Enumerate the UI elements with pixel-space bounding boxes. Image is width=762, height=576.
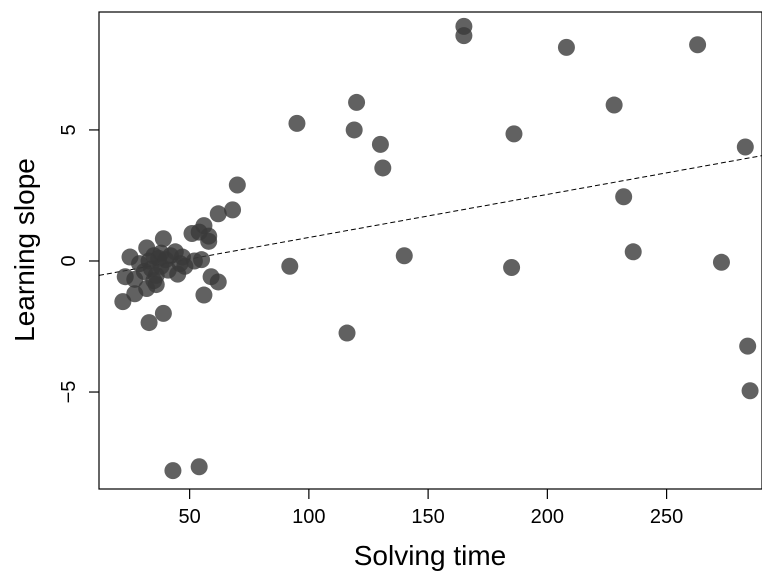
data-point xyxy=(395,247,413,265)
data-point xyxy=(348,93,366,111)
data-point xyxy=(195,286,213,304)
data-point xyxy=(739,337,757,355)
data-point xyxy=(147,276,165,294)
data-point xyxy=(605,96,623,114)
data-point xyxy=(505,125,523,143)
data-point xyxy=(624,243,642,261)
data-point xyxy=(209,205,227,223)
data-point xyxy=(741,382,759,400)
x-tick-label: 50 xyxy=(179,506,201,528)
data-point xyxy=(190,458,208,476)
data-point xyxy=(164,462,182,480)
y-tick-label: 5 xyxy=(58,124,80,135)
data-point xyxy=(712,253,730,271)
data-point xyxy=(154,230,172,248)
data-point xyxy=(455,17,473,35)
data-point xyxy=(193,251,211,269)
trend-layer xyxy=(98,155,762,276)
data-point xyxy=(371,135,389,153)
data-point xyxy=(140,314,158,332)
data-point xyxy=(200,232,218,250)
data-point xyxy=(345,121,363,139)
data-point xyxy=(615,188,633,206)
trend-line xyxy=(98,155,762,276)
data-point xyxy=(338,324,356,342)
y-tick-label: −5 xyxy=(58,381,80,404)
data-point xyxy=(154,304,172,322)
x-axis-title: Solving time xyxy=(354,540,507,571)
plot-frame xyxy=(98,11,762,490)
data-point xyxy=(281,257,299,275)
points-layer xyxy=(114,17,759,480)
x-tick-label: 250 xyxy=(650,506,683,528)
x-tick-label: 100 xyxy=(292,506,325,528)
data-point xyxy=(374,159,392,177)
data-point xyxy=(503,259,521,277)
data-point xyxy=(557,38,575,56)
x-tick-label: 150 xyxy=(411,506,444,528)
data-point xyxy=(736,138,754,156)
y-axis-title: Learning slope xyxy=(9,158,40,342)
axes-layer: 50 100 150 200 250 −5 0 5 xyxy=(58,124,683,528)
data-point xyxy=(224,201,242,219)
data-point xyxy=(209,273,227,291)
y-tick-label: 0 xyxy=(58,255,80,266)
x-tick-label: 200 xyxy=(531,506,564,528)
data-point xyxy=(689,36,707,54)
data-point xyxy=(228,176,246,194)
data-point xyxy=(288,114,306,132)
